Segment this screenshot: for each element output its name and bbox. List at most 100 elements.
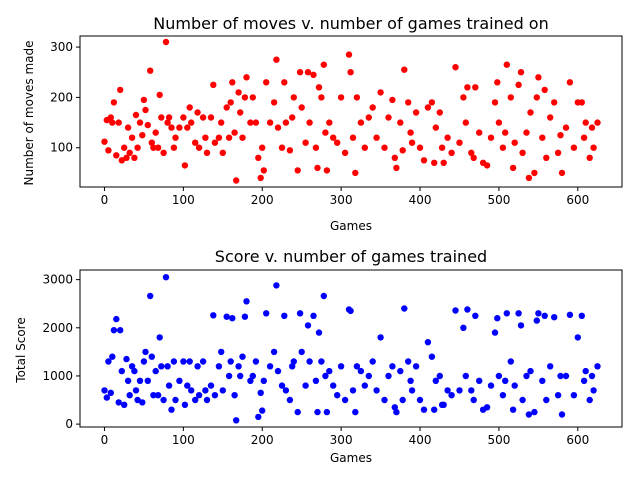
data-point: [527, 367, 534, 375]
data-point: [361, 382, 368, 389]
data-point: [582, 119, 589, 126]
x-tick-label: 100: [172, 193, 195, 207]
data-point: [162, 38, 170, 46]
data-point: [399, 396, 406, 404]
chart-moves-ylabel: Number of moves made: [22, 40, 36, 185]
data-point: [131, 367, 138, 375]
data-point: [123, 355, 130, 363]
data-point: [237, 109, 244, 116]
data-point: [385, 372, 392, 380]
data-point: [211, 139, 219, 146]
data-point: [134, 144, 141, 151]
x-tick-label: 0: [101, 433, 109, 447]
data-point: [118, 157, 126, 164]
data-point: [194, 109, 201, 116]
data-point: [408, 387, 416, 394]
data-point: [152, 129, 159, 136]
data-point: [381, 396, 388, 404]
data-point: [176, 124, 183, 131]
data-point: [533, 317, 540, 324]
data-point: [352, 169, 359, 177]
chart-moves-xlabel: Games: [330, 219, 372, 233]
data-point: [373, 134, 380, 141]
data-point: [255, 413, 262, 421]
data-point: [436, 372, 443, 380]
data-point: [105, 147, 112, 154]
data-point: [462, 372, 469, 380]
data-point: [401, 305, 408, 312]
data-point: [140, 358, 148, 365]
data-point: [448, 392, 455, 399]
data-point: [444, 134, 451, 141]
data-point: [487, 382, 495, 389]
data-point: [115, 399, 122, 406]
data-point: [377, 89, 384, 96]
data-point: [211, 392, 219, 399]
data-point: [278, 144, 286, 151]
data-point: [462, 119, 469, 126]
data-point: [464, 84, 471, 91]
data-point: [219, 387, 226, 394]
y-tick-label: 3000: [42, 273, 73, 287]
data-point: [195, 392, 203, 399]
data-point: [547, 363, 554, 370]
data-point: [341, 396, 349, 404]
data-point: [259, 407, 266, 414]
x-tick-label: 300: [330, 433, 353, 447]
data-point: [502, 377, 509, 384]
data-point: [107, 114, 115, 121]
data-point: [203, 396, 211, 404]
data-point: [282, 387, 290, 394]
data-point: [424, 104, 432, 111]
data-point: [142, 348, 149, 356]
data-point: [389, 96, 396, 104]
data-point: [330, 134, 337, 141]
data-point: [139, 399, 146, 406]
data-point: [257, 389, 264, 396]
data-point: [570, 392, 578, 399]
data-point: [349, 134, 357, 141]
y-tick-label: 1000: [42, 369, 73, 383]
data-point: [416, 144, 424, 151]
data-point: [523, 372, 530, 380]
data-point: [315, 329, 323, 336]
data-point: [231, 129, 238, 136]
data-point: [148, 353, 155, 360]
data-point: [312, 144, 320, 151]
data-point: [154, 392, 162, 399]
data-point: [233, 417, 240, 424]
data-point: [365, 114, 372, 121]
data-point: [263, 310, 270, 317]
data-point: [431, 406, 438, 413]
data-point: [247, 119, 254, 126]
data-point: [574, 334, 581, 341]
data-point: [110, 327, 118, 334]
x-tick-label: 0: [101, 193, 109, 207]
data-point: [491, 329, 499, 336]
data-point: [357, 119, 365, 126]
data-point: [273, 282, 280, 289]
data-point: [219, 149, 226, 156]
data-point: [229, 315, 236, 322]
data-point: [188, 119, 195, 126]
data-point: [531, 408, 538, 416]
data-point: [266, 119, 274, 126]
data-point: [164, 363, 171, 370]
data-point: [289, 114, 296, 121]
data-point: [312, 377, 320, 384]
data-point: [337, 363, 345, 370]
data-point: [195, 144, 203, 151]
data-point: [113, 152, 120, 159]
data-point: [186, 358, 193, 365]
data-point: [263, 79, 270, 86]
data-point: [494, 315, 501, 322]
data-point: [260, 167, 267, 174]
data-point: [170, 358, 178, 365]
data-point: [231, 392, 238, 399]
data-point: [192, 139, 199, 146]
data-point: [558, 411, 566, 418]
data-point: [156, 334, 163, 341]
data-point: [491, 99, 499, 106]
data-point: [128, 134, 136, 141]
chart-score-xlabel: Games: [330, 451, 372, 465]
